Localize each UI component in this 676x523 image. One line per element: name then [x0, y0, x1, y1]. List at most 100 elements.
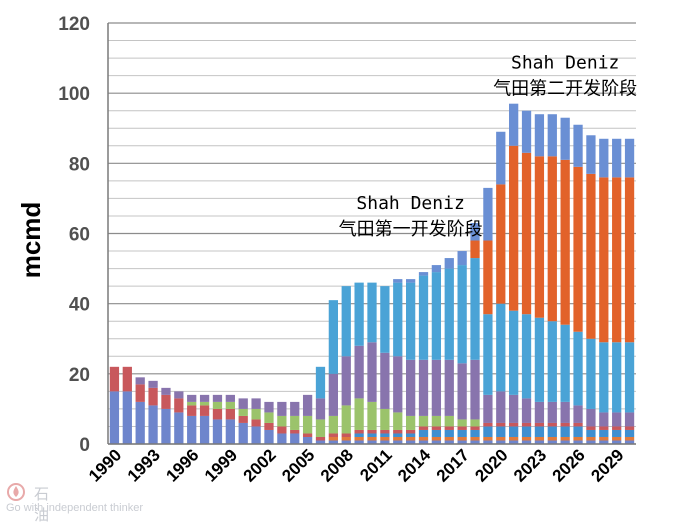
bar-segment-2004-s5 [290, 415, 300, 430]
bar-segment-2012-s3 [393, 433, 403, 437]
bar-segment-2027-s8 [586, 173, 596, 339]
bar-segment-2030-s8 [624, 177, 635, 343]
bar-stack-2029 [612, 138, 622, 444]
bar-segment-2001-s6 [251, 398, 261, 409]
bar-segment-2007-s5 [328, 415, 338, 434]
bar-segment-2019-s1 [483, 440, 493, 444]
bar-segment-2018-s8 [470, 240, 480, 259]
bar-segment-2030-s7 [624, 342, 635, 413]
bar-stack-2018 [470, 222, 480, 444]
bar-segment-2005-s6 [302, 394, 313, 416]
x-tick-label-2023: 2023 [510, 445, 550, 485]
bar-segment-2015-s3 [431, 429, 442, 437]
bar-segment-2021-s4 [509, 422, 519, 427]
bar-segment-1994-s1 [161, 408, 171, 444]
bar-segment-2028-s1 [599, 440, 609, 444]
bar-segment-2011-s3 [380, 433, 390, 437]
bar-segment-2013-s4 [406, 429, 416, 434]
bar-segment-2025-s7 [560, 324, 570, 402]
bar-segment-1998-s5 [212, 401, 223, 409]
bar-segment-2000-s4 [238, 415, 248, 423]
bar-segment-2023-s8 [534, 156, 545, 318]
bar-segment-2027-s9 [586, 135, 596, 174]
bar-segment-1996-s1 [187, 415, 197, 444]
bar-segment-1990-s1 [109, 391, 120, 445]
bar-segment-2007-s4 [328, 433, 338, 437]
bar-segment-2003-s4 [277, 426, 287, 434]
bar-segment-2012-s7 [393, 282, 403, 357]
bar-segment-2011-s7 [380, 286, 390, 353]
bar-segment-2011-s4 [380, 429, 390, 434]
bar-segment-2028-s7 [599, 342, 609, 413]
bar-segment-2011-s1 [380, 440, 390, 444]
bar-segment-2022-s7 [521, 314, 532, 399]
bar-segment-2009-s1 [354, 440, 364, 444]
bar-segment-2027-s2 [586, 436, 596, 441]
bar-segment-2007-s7 [328, 300, 338, 374]
bar-segment-2007-s2 [328, 436, 338, 441]
x-tick-label-2017: 2017 [433, 445, 473, 485]
bar-segment-2021-s8 [509, 145, 519, 311]
bar-segment-2001-s1 [251, 426, 261, 444]
x-tick-label-2008: 2008 [317, 445, 357, 485]
bar-segment-2025-s6 [560, 401, 570, 423]
bar-segment-2016-s5 [444, 415, 454, 427]
bar-segment-2012-s4 [393, 429, 403, 434]
bar-stack-2024 [547, 114, 557, 444]
y-tick-label-60: 60 [69, 225, 90, 246]
bar-segment-2015-s4 [431, 426, 442, 430]
bar-segment-2020-s7 [496, 303, 506, 392]
bar-segment-2005-s4 [302, 433, 313, 437]
bar-stack-group [109, 103, 635, 445]
bar-segment-2017-s3 [457, 429, 467, 437]
bar-stack-2022 [521, 110, 532, 444]
bar-segment-2029-s4 [612, 426, 622, 430]
bar-segment-1996-s4 [187, 405, 197, 416]
bar-segment-2014-s7 [418, 275, 429, 360]
bar-segment-1992-s1 [135, 401, 145, 444]
bar-segment-2026-s9 [573, 124, 583, 167]
bar-segment-1996-s6 [187, 394, 197, 402]
axes [107, 23, 636, 445]
bar-segment-2019-s7 [483, 314, 493, 395]
bar-segment-1996-s5 [187, 401, 197, 406]
bar-segment-2018-s9 [470, 222, 480, 241]
bar-stack-2011 [380, 286, 390, 444]
bar-stack-2015 [431, 265, 442, 444]
bar-segment-2017-s4 [457, 426, 467, 430]
x-tick-label-2029: 2029 [587, 445, 627, 485]
bar-segment-2015-s7 [431, 272, 442, 360]
annotation-2-line-1: Shah Deniz [511, 53, 619, 74]
bar-segment-2010-s4 [367, 429, 377, 434]
bar-segment-2030-s6 [624, 412, 635, 427]
bar-stack-2006 [315, 366, 326, 444]
bar-segment-2016-s4 [444, 426, 454, 430]
bar-segment-2013-s2 [406, 436, 416, 441]
bar-stack-2000 [238, 398, 248, 444]
bar-segment-2014-s4 [418, 426, 429, 430]
bar-segment-2028-s4 [599, 426, 609, 430]
bar-segment-2010-s6 [367, 342, 377, 402]
bar-segment-2015-s9 [431, 265, 442, 273]
bar-segment-2016-s3 [444, 429, 454, 437]
bar-segment-2030-s2 [624, 436, 635, 441]
bar-segment-2016-s1 [444, 440, 454, 444]
bar-segment-2026-s3 [573, 426, 583, 437]
bar-stack-2002 [264, 401, 274, 444]
bar-segment-2023-s3 [534, 426, 545, 437]
annotation-2-line-2: 气田第二开发阶段 [493, 79, 637, 100]
bar-segment-2012-s2 [393, 436, 403, 441]
bar-segment-2022-s3 [521, 426, 532, 437]
bar-segment-2029-s3 [612, 429, 622, 437]
bar-segment-2009-s4 [354, 429, 364, 434]
bar-segment-1998-s6 [212, 394, 223, 402]
bar-segment-2029-s8 [612, 177, 622, 343]
bar-segment-2022-s9 [521, 110, 532, 153]
bar-segment-2030-s1 [624, 440, 635, 444]
bar-stack-2019 [483, 187, 493, 444]
bar-segment-2015-s5 [431, 415, 442, 427]
bar-segment-2010-s1 [367, 440, 377, 444]
bar-segment-2024-s8 [547, 156, 557, 322]
bar-segment-2024-s1 [547, 440, 557, 444]
